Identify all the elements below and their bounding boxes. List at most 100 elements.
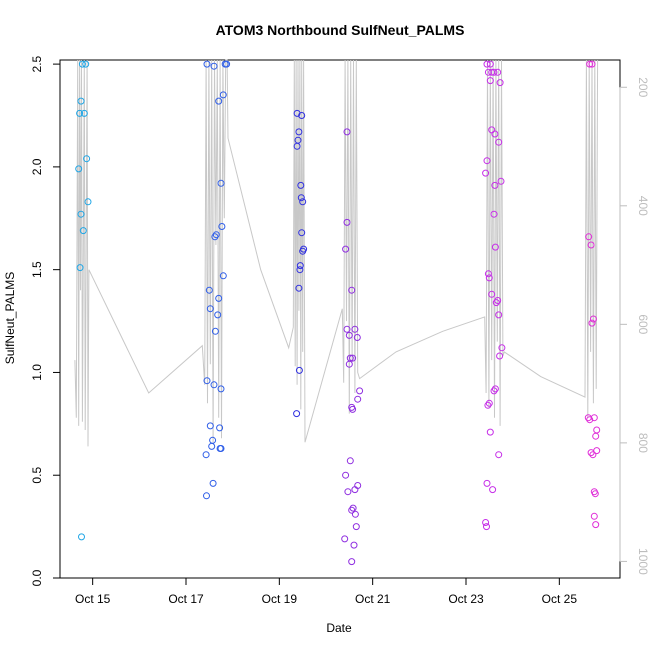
- flight-track-line: [74, 59, 599, 447]
- data-point: [214, 311, 222, 319]
- data-point: [342, 245, 350, 253]
- data-point: [491, 130, 499, 138]
- data-point: [219, 91, 227, 99]
- data-point: [492, 299, 500, 307]
- data-point: [210, 62, 218, 70]
- data-point: [299, 198, 307, 206]
- data-point: [293, 142, 301, 150]
- right-y-tick-label: 600: [636, 314, 650, 334]
- data-point: [82, 60, 90, 68]
- data-point: [79, 227, 87, 235]
- right-y-tick-label: 400: [636, 196, 650, 216]
- right-y-tick-label: 200: [636, 77, 650, 97]
- data-point: [486, 428, 494, 436]
- data-point: [351, 486, 359, 494]
- data-point: [484, 401, 492, 409]
- data-point: [78, 60, 86, 68]
- data-point: [345, 331, 353, 339]
- data-point: [76, 109, 84, 117]
- data-point: [223, 60, 231, 68]
- data-point: [295, 366, 303, 374]
- data-point: [486, 60, 494, 68]
- y-tick-label: 1.5: [30, 261, 44, 278]
- data-point: [592, 432, 600, 440]
- data-point: [498, 344, 506, 352]
- data-point: [496, 352, 504, 360]
- data-point: [75, 165, 83, 173]
- y-tick-label: 0.5: [30, 467, 44, 484]
- data-point: [490, 387, 498, 395]
- data-point: [206, 422, 214, 430]
- data-point: [586, 60, 594, 68]
- x-tick-label: Oct 17: [168, 592, 204, 606]
- data-point: [495, 451, 503, 459]
- data-point: [348, 286, 356, 294]
- data-point: [482, 169, 490, 177]
- data-point: [485, 399, 493, 407]
- data-point: [349, 354, 357, 362]
- data-point: [210, 381, 218, 389]
- data-point: [345, 360, 353, 368]
- data-point: [589, 451, 597, 459]
- chart-title: ATOM3 Northbound SulfNeut_PALMS: [216, 22, 465, 38]
- data-point: [202, 451, 210, 459]
- series-5: [482, 60, 506, 531]
- data-point: [343, 325, 351, 333]
- plot-area: [59, 59, 621, 579]
- data-point: [356, 387, 364, 395]
- data-point: [585, 233, 593, 241]
- series-2: [202, 60, 231, 500]
- data-point: [491, 385, 499, 393]
- data-point: [494, 68, 502, 76]
- data-point: [203, 60, 211, 68]
- data-point: [293, 410, 301, 418]
- x-tick-label: Oct 23: [448, 592, 484, 606]
- data-point: [586, 416, 594, 424]
- data-point: [83, 155, 91, 163]
- data-point: [215, 294, 223, 302]
- data-point: [489, 486, 497, 494]
- data-point: [76, 264, 84, 272]
- data-point: [217, 179, 225, 187]
- data-point: [588, 319, 596, 327]
- data-point: [211, 327, 219, 335]
- data-point: [84, 198, 92, 206]
- series-6: [584, 60, 601, 529]
- data-point: [350, 541, 358, 549]
- data-point: [218, 223, 226, 230]
- data-point: [342, 471, 350, 479]
- data-point: [78, 533, 85, 541]
- data-point: [483, 523, 490, 531]
- data-point: [495, 138, 503, 146]
- data-point: [298, 112, 306, 119]
- data-point: [485, 274, 493, 282]
- data-point: [483, 479, 491, 487]
- y-tick-label: 2.0: [30, 158, 44, 175]
- x-tick-label: Oct 21: [355, 592, 391, 606]
- data-point: [298, 229, 306, 237]
- data-point: [354, 395, 362, 403]
- data-point: [208, 442, 216, 450]
- data-point: [591, 490, 599, 498]
- y-axis-label: SulfNeut_PALMS: [3, 272, 17, 365]
- data-point: [344, 488, 352, 496]
- data-point: [590, 414, 598, 422]
- data-point: [351, 510, 359, 518]
- data-point: [484, 270, 492, 278]
- data-point: [348, 506, 356, 514]
- data-point: [592, 521, 600, 529]
- points-layer: [75, 60, 601, 566]
- data-point: [482, 519, 490, 526]
- data-point: [353, 334, 361, 341]
- x-axis: Oct 15 Oct 17 Oct 19 Oct 21 Oct 23 Oct 25: [75, 577, 577, 606]
- x-tick-label: Oct 15: [75, 592, 111, 606]
- data-point: [296, 262, 304, 270]
- data-point: [587, 449, 595, 457]
- data-point: [484, 68, 492, 76]
- y-axis: 0.0 0.5 1.0 1.5 2.0 2.5: [30, 55, 61, 586]
- data-point: [593, 426, 601, 434]
- data-point: [491, 243, 499, 251]
- data-point: [216, 424, 224, 432]
- data-point: [495, 311, 503, 319]
- data-point: [486, 77, 494, 85]
